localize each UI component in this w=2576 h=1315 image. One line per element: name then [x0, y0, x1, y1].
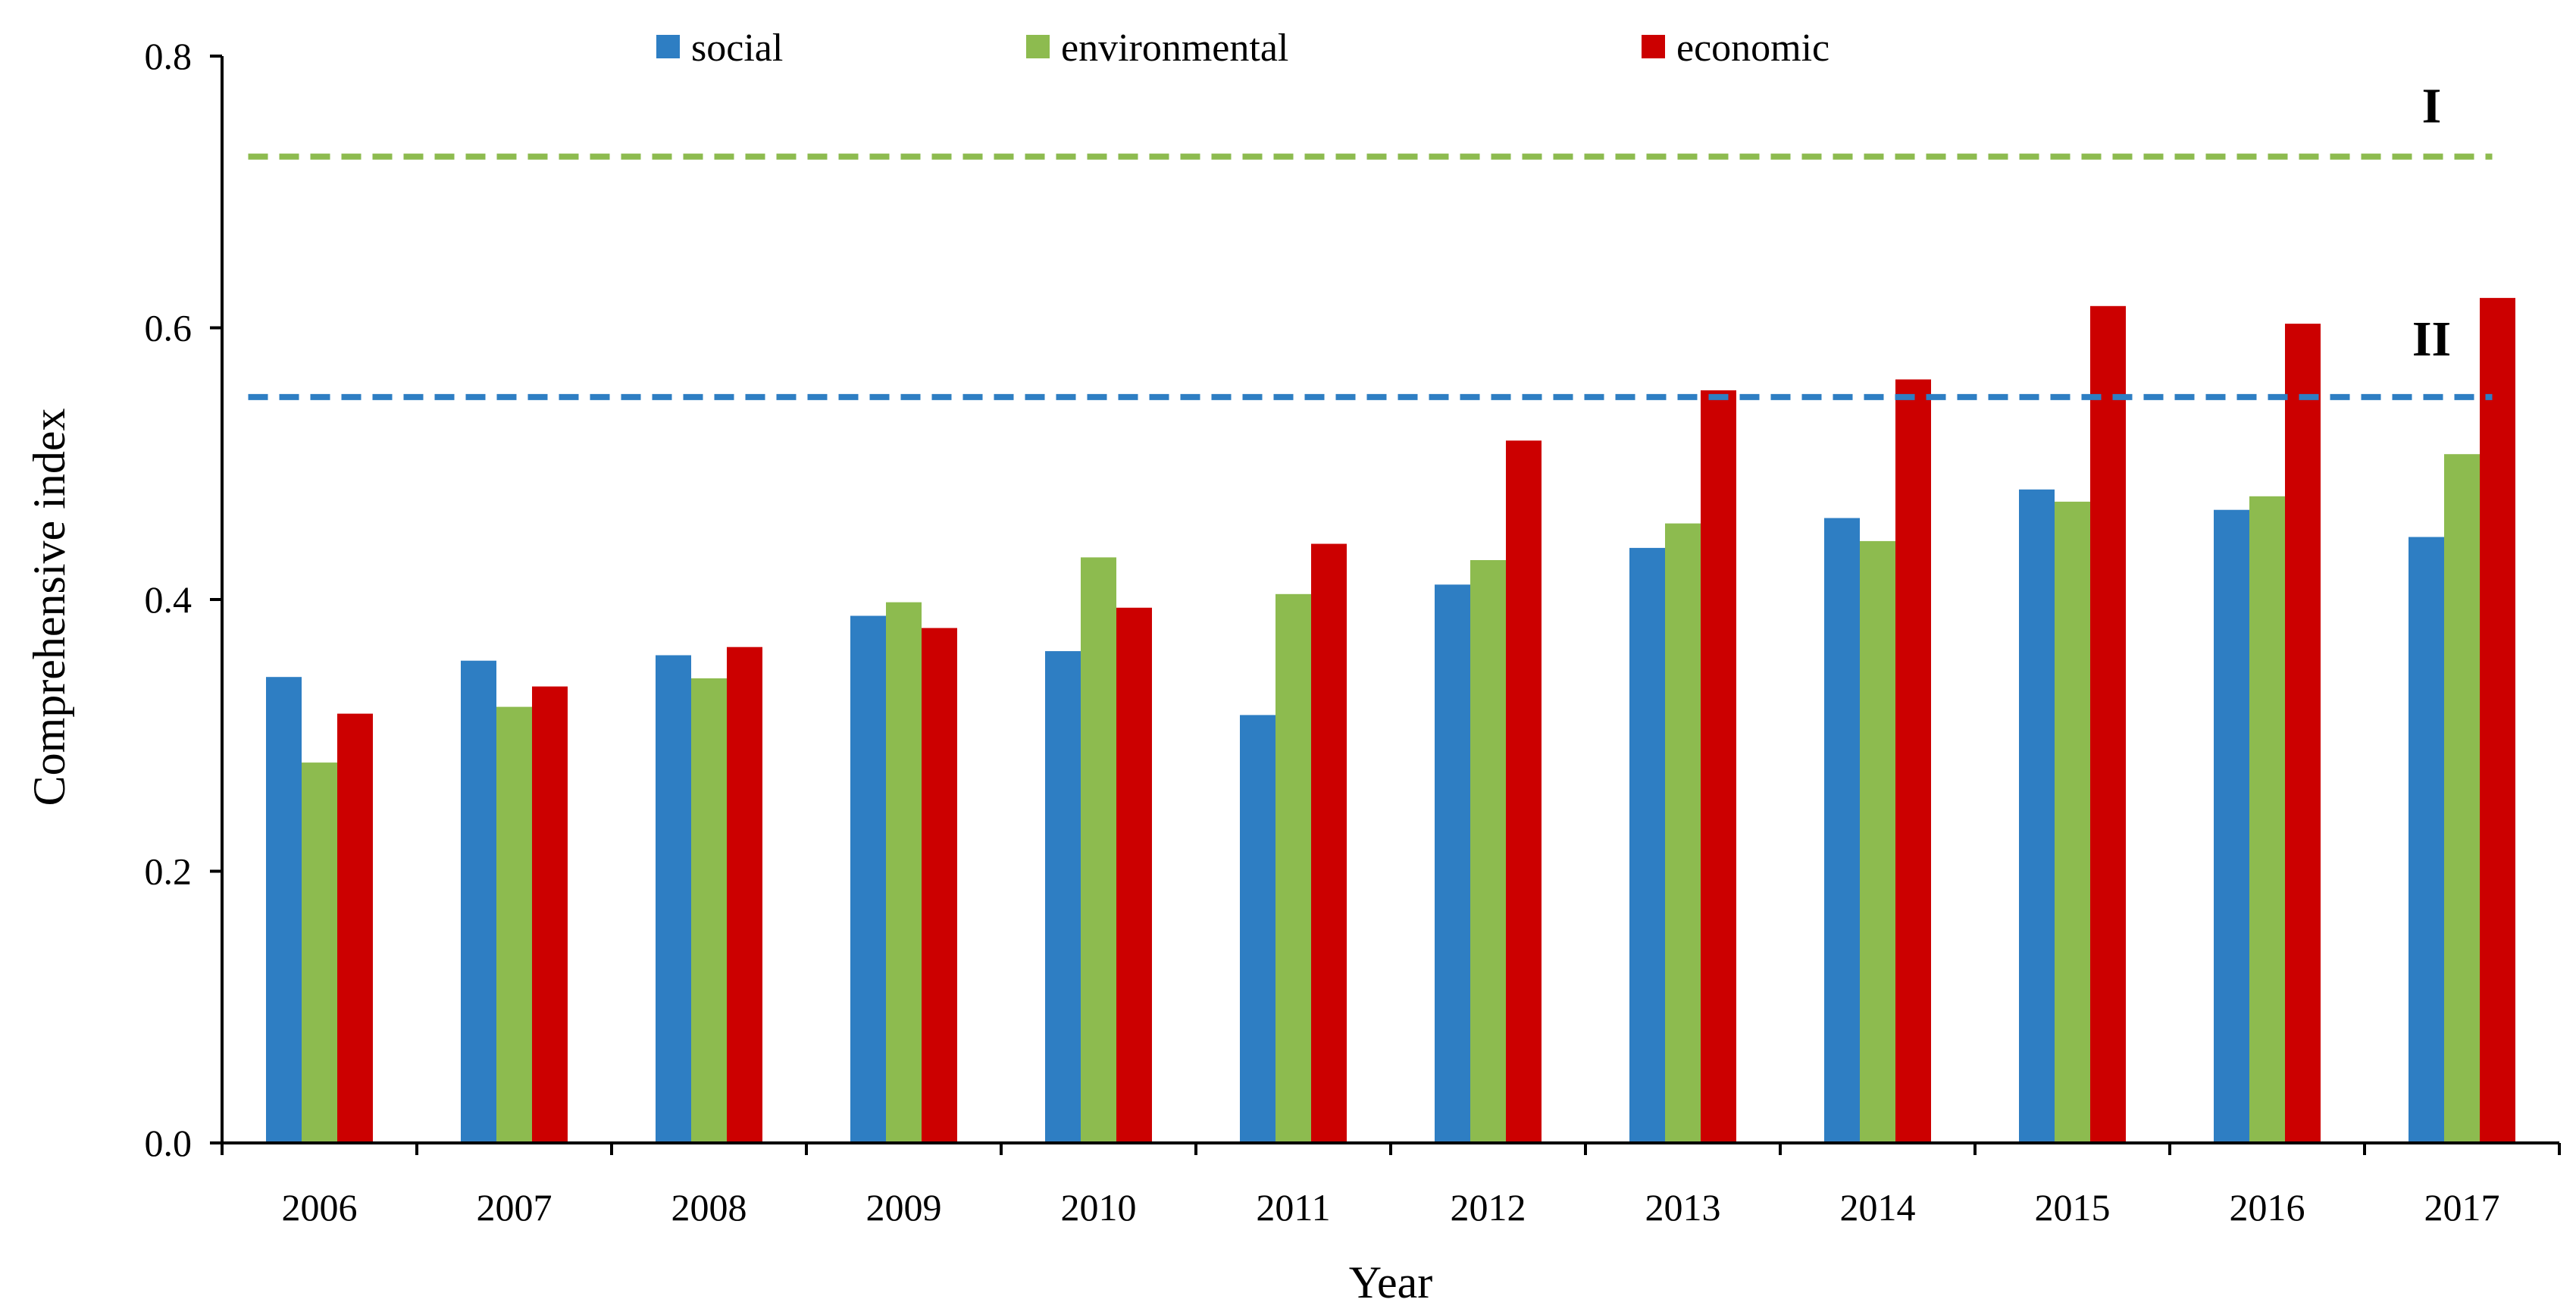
- bar-environmental-2010: [1081, 557, 1116, 1143]
- y-tick-label: 0.0: [145, 1122, 192, 1164]
- reference-label-II: II: [2412, 312, 2451, 367]
- bar-economic-2007: [532, 686, 568, 1143]
- x-axis-title: Year: [1349, 1257, 1433, 1307]
- legend-swatch-environmental: [1026, 35, 1050, 58]
- bar-environmental-2006: [302, 762, 337, 1143]
- bar-environmental-2017: [2444, 454, 2480, 1143]
- reference-label-I: I: [2422, 79, 2442, 134]
- bar-social-2012: [1435, 584, 1470, 1143]
- bar-social-2015: [2019, 489, 2055, 1143]
- bar-social-2014: [1824, 518, 1860, 1143]
- bar-economic-2017: [2480, 298, 2515, 1144]
- bar-environmental-2014: [1860, 540, 1895, 1143]
- bar-economic-2014: [1895, 379, 1931, 1144]
- bar-environmental-2007: [496, 706, 532, 1143]
- bar-economic-2009: [922, 628, 957, 1143]
- bar-economic-2013: [1701, 390, 1736, 1143]
- x-tick-label-2016: 2016: [2230, 1186, 2305, 1229]
- legend-label-environmental: environmental: [1061, 27, 1288, 70]
- y-tick-label: 0.8: [145, 35, 192, 77]
- bar-economic-2006: [337, 713, 373, 1143]
- y-axis-title: Comprehensive index: [24, 409, 74, 806]
- bar-social-2017: [2409, 537, 2444, 1143]
- legend-label-economic: economic: [1676, 27, 1829, 70]
- bar-economic-2011: [1311, 543, 1347, 1143]
- bar-economic-2010: [1116, 607, 1152, 1143]
- x-tick-label-2012: 2012: [1451, 1186, 1526, 1229]
- bar-environmental-2015: [2055, 501, 2090, 1143]
- bar-environmental-2016: [2249, 496, 2285, 1143]
- x-tick-label-2009: 2009: [866, 1186, 942, 1229]
- bar-social-2007: [461, 660, 496, 1143]
- bar-environmental-2011: [1275, 593, 1311, 1143]
- y-tick-label: 0.6: [145, 307, 192, 349]
- y-tick-label: 0.4: [145, 578, 192, 621]
- legend-swatch-economic: [1642, 35, 1665, 58]
- x-tick-label-2011: 2011: [1256, 1186, 1330, 1229]
- legend-label-social: social: [691, 27, 783, 70]
- x-tick-label-2013: 2013: [1645, 1186, 1721, 1229]
- bar-environmental-2012: [1470, 560, 1506, 1143]
- bar-environmental-2008: [691, 678, 727, 1143]
- x-tick-label-2007: 2007: [477, 1186, 552, 1229]
- bar-social-2010: [1045, 651, 1081, 1143]
- x-tick-label-2010: 2010: [1061, 1186, 1137, 1229]
- x-tick-label-2015: 2015: [2035, 1186, 2111, 1229]
- legend-swatch-social: [656, 35, 680, 58]
- bar-economic-2012: [1506, 440, 1542, 1143]
- bar-environmental-2009: [886, 602, 922, 1143]
- bar-social-2013: [1629, 547, 1665, 1143]
- bar-social-2016: [2214, 509, 2249, 1143]
- bar-environmental-2013: [1665, 523, 1701, 1143]
- bar-economic-2015: [2090, 305, 2126, 1143]
- x-tick-label-2017: 2017: [2424, 1186, 2500, 1229]
- bar-social-2008: [656, 655, 691, 1143]
- x-tick-label-2008: 2008: [671, 1186, 747, 1229]
- x-tick-label-2006: 2006: [282, 1186, 358, 1229]
- y-tick-label: 0.2: [145, 850, 192, 893]
- x-tick-label-2014: 2014: [1840, 1186, 1916, 1229]
- bar-economic-2008: [727, 647, 762, 1143]
- bar-social-2011: [1240, 715, 1275, 1143]
- bar-social-2009: [850, 615, 886, 1143]
- bar-economic-2016: [2285, 324, 2321, 1144]
- bar-social-2006: [266, 677, 302, 1143]
